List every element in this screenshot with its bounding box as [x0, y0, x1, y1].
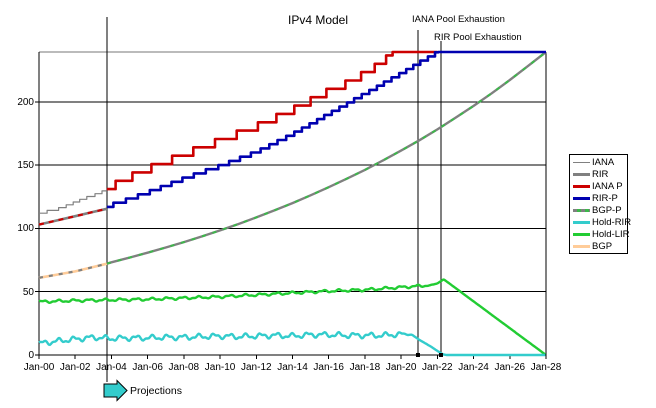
chart-title: IPv4 Model — [287, 13, 349, 27]
annotation-iana-pool-exhaustion: IANA Pool Exhaustion — [412, 14, 505, 25]
x-tick-label-Jan-06: Jan-06 — [132, 362, 163, 373]
legend-line-sample — [573, 184, 590, 188]
series-iana-hist-line — [39, 190, 107, 214]
x-tick-label-Jan-02: Jan-02 — [59, 362, 91, 373]
legend-line-sample — [573, 220, 590, 224]
x-tick-label-Jan-12: Jan-12 — [240, 362, 272, 373]
legend-label: IANA P — [592, 180, 623, 192]
legend-label: BGP — [592, 240, 613, 252]
legend-label: Hold-RIR — [592, 216, 632, 228]
exhaustion-marker — [438, 353, 443, 357]
series-iana-p-line — [106, 50, 438, 191]
legend-label: BGP-P — [592, 204, 622, 216]
series-hold-lir-line — [38, 278, 547, 356]
series-bgp-p-dash-overlay — [106, 51, 547, 265]
x-tick-label-Jan-10: Jan-10 — [204, 362, 236, 373]
legend-label: Hold-LIR — [592, 228, 630, 240]
x-tick-label-Jan-18: Jan-18 — [349, 362, 381, 373]
x-tick-label-Jan-00: Jan-00 — [23, 362, 55, 373]
y-tick-label-50: 50 — [22, 286, 34, 298]
legend-label: RIR-P — [592, 192, 618, 204]
legend-item-bgp-p: BGP-P — [573, 204, 627, 216]
y-tick-label-150: 150 — [17, 160, 34, 172]
legend-item-rir-p: RIR-P — [573, 192, 627, 204]
series-hold-rir-line — [38, 330, 546, 357]
legend-line-sample — [573, 172, 590, 176]
x-tick-label-Jan-20: Jan-20 — [385, 362, 417, 373]
x-tick-label-Jan-22: Jan-22 — [422, 362, 453, 373]
legend-item-rir: RIR — [573, 168, 627, 180]
legend-item-iana: IANA — [573, 156, 627, 168]
legend-line-sample — [573, 232, 590, 236]
series-rir-p-line — [106, 50, 546, 209]
x-tick-label-Jan-04: Jan-04 — [96, 362, 127, 373]
legend-item-bgp: BGP — [573, 240, 627, 252]
legend-item-iana-p: IANA P — [573, 180, 627, 192]
projections-arrow-icon — [103, 379, 128, 402]
series-rir-hist-dash-overlay — [38, 207, 108, 226]
x-tick-label-Jan-08: Jan-08 — [168, 362, 200, 373]
x-tick-label-Jan-14: Jan-14 — [277, 362, 308, 373]
x-tick-label-Jan-16: Jan-16 — [313, 362, 344, 373]
x-tick-label-Jan-28: Jan-28 — [530, 362, 562, 373]
exhaustion-marker — [415, 353, 420, 357]
legend-line-sample — [573, 161, 590, 163]
y-tick-label-0: 0 — [28, 350, 34, 361]
y-tick-label-200: 200 — [17, 96, 34, 108]
legend-label: RIR — [592, 168, 609, 180]
legend-item-hold-lir: Hold-LIR — [573, 228, 630, 240]
annotation-rir-pool-exhaustion: RIR Pool Exhaustion — [434, 32, 522, 43]
x-tick-label-Jan-24: Jan-24 — [458, 362, 489, 373]
legend-line-sample — [573, 244, 590, 248]
y-tick-label-100: 100 — [17, 223, 34, 235]
legend-line-sample — [573, 196, 590, 200]
legend-line-sample — [573, 208, 590, 212]
legend-item-hold-rir: Hold-RIR — [573, 216, 631, 228]
x-tick-label-Jan-26: Jan-26 — [494, 362, 526, 373]
projections-label: Projections — [130, 385, 182, 397]
legend: IANA RIR IANA P RIR-P BGP-P Hold-RIR Hold-LIR B… — [569, 154, 631, 254]
legend-label: IANA — [592, 156, 615, 168]
series-bgp-hist-dash-overlay — [38, 262, 108, 279]
